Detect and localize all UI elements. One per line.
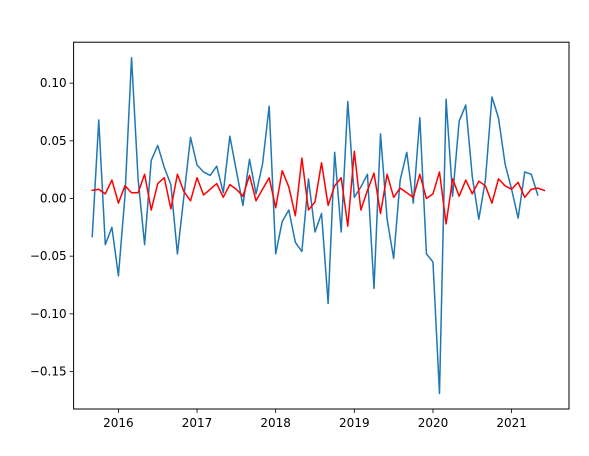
x-tick-label: 2019 [339,416,370,430]
y-tick-label: −0.15 [30,365,67,379]
plot-area-frame [74,42,569,409]
series-1 [92,58,538,394]
series-layer [92,58,544,394]
x-axis: 2016 2017 2018 2019 2020 2021 [103,409,527,430]
x-tick-label: 2017 [182,416,213,430]
y-axis: −0.15 −0.10 −0.05 0.00 0.05 0.10 [30,76,74,378]
series-1-line [92,58,538,394]
series-2 [92,151,544,226]
series-2-line [92,151,544,226]
y-tick-label: −0.10 [30,307,67,321]
y-tick-label: 0.00 [40,191,67,205]
x-tick-label: 2021 [496,416,527,430]
y-tick-label: 0.10 [40,76,67,90]
y-tick-label: 0.05 [40,134,67,148]
y-tick-label: −0.05 [30,249,67,263]
x-tick-label: 2020 [418,416,449,430]
x-tick-label: 2016 [103,416,134,430]
x-tick-label: 2018 [260,416,291,430]
